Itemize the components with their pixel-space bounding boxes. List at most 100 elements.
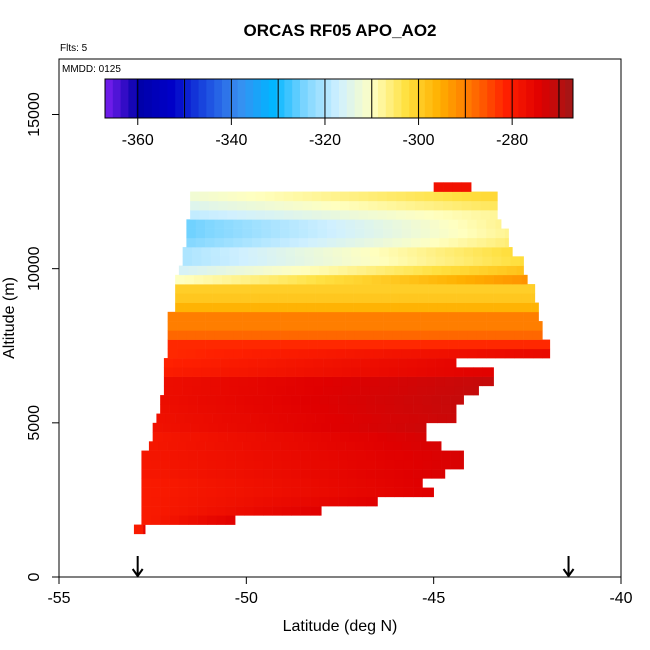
heatmap-cell xyxy=(411,311,421,322)
colorbar-segment xyxy=(268,79,277,118)
heatmap-cell xyxy=(300,404,311,414)
heatmap-cell xyxy=(317,348,328,359)
heatmap-cell xyxy=(373,441,384,451)
heatmap-cell xyxy=(141,478,152,488)
heatmap-cell xyxy=(214,321,225,331)
heatmap-cell xyxy=(390,274,401,285)
heatmap-cell xyxy=(274,432,285,442)
heatmap-cell xyxy=(255,210,266,220)
heatmap-cell xyxy=(263,478,273,488)
heatmap-cell xyxy=(188,478,198,488)
heatmap-cell xyxy=(458,330,468,340)
heatmap-cell xyxy=(401,219,412,229)
heatmap-cell xyxy=(371,302,382,313)
heatmap-cell xyxy=(336,441,346,451)
flights-note: Flts: 5 xyxy=(60,43,88,54)
heatmap-cell xyxy=(253,265,264,276)
heatmap-cell xyxy=(441,404,451,414)
heatmap-cell xyxy=(418,274,429,285)
heatmap-cell xyxy=(482,376,493,387)
heatmap-cell xyxy=(321,432,331,442)
heatmap-cell xyxy=(336,311,346,322)
heatmap-cell xyxy=(463,367,474,377)
heatmap-cell xyxy=(160,496,170,507)
heatmap-cell xyxy=(351,385,361,396)
heatmap-cell xyxy=(403,478,414,488)
heatmap-cell xyxy=(192,358,202,368)
heatmap-cell xyxy=(474,293,485,303)
heatmap-cell xyxy=(304,358,315,368)
heatmap-cell xyxy=(233,330,243,340)
heatmap-cell xyxy=(188,404,198,414)
heatmap-cell xyxy=(148,441,159,451)
heatmap-cell xyxy=(216,395,227,405)
heatmap-cell xyxy=(218,432,228,442)
heatmap-cell xyxy=(285,256,296,266)
heatmap-cell xyxy=(304,367,315,377)
heatmap-cell xyxy=(467,339,478,350)
heatmap-cell xyxy=(420,441,431,451)
heatmap-cell xyxy=(420,330,431,340)
heatmap-cell xyxy=(486,219,496,229)
heatmap-cell xyxy=(373,219,384,229)
heatmap-cell xyxy=(428,284,438,294)
heatmap-cell xyxy=(411,321,421,331)
heatmap-cell xyxy=(454,385,464,396)
heatmap-cell xyxy=(280,441,290,451)
heatmap-cell xyxy=(291,487,301,498)
heatmap-cell xyxy=(253,395,264,405)
heatmap-cell xyxy=(206,469,217,479)
heatmap-cell xyxy=(514,311,524,322)
heatmap-cell xyxy=(220,376,230,387)
heatmap-cell xyxy=(341,247,352,257)
heatmap-cell xyxy=(394,487,404,498)
heatmap-cell xyxy=(274,422,285,433)
heatmap-cell xyxy=(298,311,309,322)
colorbar-segment xyxy=(370,79,379,118)
heatmap-cell xyxy=(334,413,345,424)
heatmap-cell xyxy=(347,469,358,479)
heatmap-cell xyxy=(227,432,238,442)
heatmap-cell xyxy=(265,432,275,442)
heatmap-cell xyxy=(473,247,483,257)
heatmap-cell xyxy=(428,274,438,285)
heatmap-cell xyxy=(283,200,294,211)
heatmap-cell xyxy=(261,348,271,359)
heatmap-cell xyxy=(304,247,315,257)
heatmap-cell xyxy=(484,293,494,303)
heatmap-cell xyxy=(523,321,534,331)
heatmap-cell xyxy=(377,210,388,220)
heatmap-cell xyxy=(366,496,376,507)
heatmap-cell xyxy=(223,228,234,239)
heatmap-cell xyxy=(171,432,182,442)
heatmap-cell xyxy=(456,274,466,285)
heatmap-cell xyxy=(218,191,228,202)
heatmap-cell xyxy=(253,487,264,498)
heatmap-cell xyxy=(360,367,371,377)
heatmap-cell xyxy=(401,348,412,359)
heatmap-cell xyxy=(476,237,487,248)
heatmap-cell xyxy=(514,339,524,350)
heatmap-cell xyxy=(420,321,431,331)
colorbar-segment xyxy=(315,79,324,118)
heatmap-cell xyxy=(274,210,285,220)
heatmap-cell xyxy=(456,302,466,313)
heatmap-cell xyxy=(233,311,243,322)
heatmap-cell xyxy=(235,487,245,498)
heatmap-cell xyxy=(347,487,358,498)
colorbar-segment xyxy=(112,79,121,118)
heatmap-cell xyxy=(392,441,403,451)
heatmap-cell xyxy=(302,191,313,202)
heatmap-cell xyxy=(289,339,300,350)
heatmap-cell xyxy=(199,200,210,211)
heatmap-cell xyxy=(495,330,506,340)
heatmap-cell xyxy=(326,321,337,331)
heatmap-cell xyxy=(446,284,457,294)
heatmap-cell xyxy=(278,284,288,294)
heatmap-cell xyxy=(354,219,365,229)
heatmap-cell xyxy=(178,478,189,488)
heatmap-cell xyxy=(326,237,337,248)
heatmap-cell xyxy=(444,367,455,377)
heatmap-cell xyxy=(212,302,223,313)
heatmap-cell xyxy=(248,358,258,368)
